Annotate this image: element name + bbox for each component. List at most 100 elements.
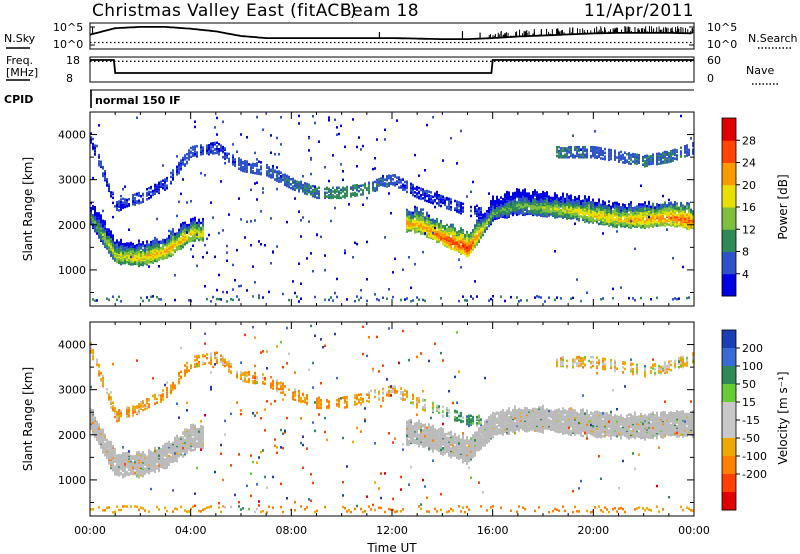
power-pixel <box>180 168 182 171</box>
power-pixel <box>166 251 168 255</box>
power-pixel <box>398 176 400 179</box>
power-pixel <box>140 253 142 256</box>
power-pixel <box>660 154 662 158</box>
power-pixel <box>456 201 458 205</box>
power-pixel <box>116 249 118 252</box>
power-pixel <box>94 209 96 213</box>
power-pixel <box>546 203 548 207</box>
power-pixel <box>672 153 674 156</box>
velocity-pixel <box>92 411 94 415</box>
power-pixel <box>92 137 94 141</box>
power-pixel <box>496 195 498 199</box>
power-pixel <box>168 239 170 243</box>
power-pixel <box>136 243 138 247</box>
power-pixel <box>96 217 98 220</box>
power-pixel <box>624 224 626 227</box>
power-pixel <box>460 227 462 230</box>
power-pixel <box>188 236 190 239</box>
power-pixel <box>662 161 664 165</box>
power-pixel <box>308 136 310 140</box>
power-pixel <box>642 205 644 209</box>
power-pixel <box>608 223 610 226</box>
power-pixel <box>580 156 582 159</box>
power-pixel <box>564 211 566 215</box>
power-pixel <box>622 224 624 228</box>
power-pixel <box>690 221 692 224</box>
power-pixel <box>524 206 526 209</box>
power-pixel <box>98 213 100 216</box>
power-pixel <box>416 228 418 231</box>
power-pixel <box>460 252 462 255</box>
power-pixel <box>186 229 188 232</box>
power-pixel <box>474 212 476 215</box>
power-pixel <box>216 133 218 136</box>
power-pixel <box>492 211 494 215</box>
power-pixel <box>158 244 160 247</box>
power-pixel <box>388 183 390 186</box>
power-pixel <box>526 212 528 216</box>
power-pixel <box>388 174 390 177</box>
power-pixel <box>608 149 610 153</box>
power-pixel <box>126 248 128 252</box>
power-pixel <box>174 239 176 242</box>
power-pixel <box>516 296 518 299</box>
power-pixel <box>212 150 214 154</box>
power-pixel <box>624 156 626 159</box>
power-pixel <box>410 215 412 218</box>
power-pixel <box>432 219 434 223</box>
power-pixel <box>414 262 416 266</box>
power-pixel <box>194 216 196 220</box>
power-pixel <box>158 187 160 191</box>
power-pixel <box>308 187 310 190</box>
power-pixel <box>636 215 638 218</box>
power-pixel <box>180 192 182 196</box>
power-pixel <box>156 258 158 262</box>
power-pixel <box>690 216 692 219</box>
power-pixel <box>198 222 200 225</box>
power-pixel <box>428 224 430 228</box>
power-pixel <box>120 251 122 254</box>
power-pixel <box>342 195 344 198</box>
power-pixel <box>132 197 134 201</box>
power-pixel <box>110 231 112 235</box>
power-pixel <box>640 213 642 216</box>
power-pixel <box>520 211 522 215</box>
power-pixel <box>684 225 686 229</box>
power-pixel <box>182 238 184 241</box>
power-pixel <box>406 208 408 212</box>
power-pixel <box>424 199 426 202</box>
power-pixel <box>122 249 124 252</box>
power-pixel <box>530 206 532 209</box>
power-pixel <box>440 235 442 238</box>
power-pixel <box>452 240 454 243</box>
power-pixel <box>434 230 436 234</box>
power-pixel <box>120 260 122 263</box>
power-pixel <box>238 158 240 162</box>
power-pixel <box>436 238 438 241</box>
power-pixel <box>488 209 490 213</box>
power-pixel <box>440 201 442 204</box>
power-pixel <box>498 213 500 217</box>
power-pixel <box>428 190 430 193</box>
power-pixel <box>568 202 570 206</box>
power-pixel <box>464 235 466 238</box>
power-pixel <box>562 210 564 213</box>
power-pixel <box>276 166 278 169</box>
power-pixel <box>484 224 486 227</box>
power-pixel <box>552 201 554 205</box>
power-pixel <box>644 213 646 217</box>
power-pixel <box>186 156 188 160</box>
power-pixel <box>144 253 146 256</box>
power-pixel <box>182 159 184 162</box>
power-pixel <box>98 231 100 234</box>
power-pixel <box>178 245 180 248</box>
power-pixel <box>118 201 120 205</box>
power-pixel <box>222 155 224 159</box>
power-pixel <box>138 263 140 266</box>
power-pixel <box>138 252 140 255</box>
power-pixel <box>678 210 680 213</box>
power-pixel <box>184 235 186 238</box>
power-pixel <box>408 216 410 220</box>
power-pixel <box>642 203 644 206</box>
power-pixel <box>652 214 654 217</box>
